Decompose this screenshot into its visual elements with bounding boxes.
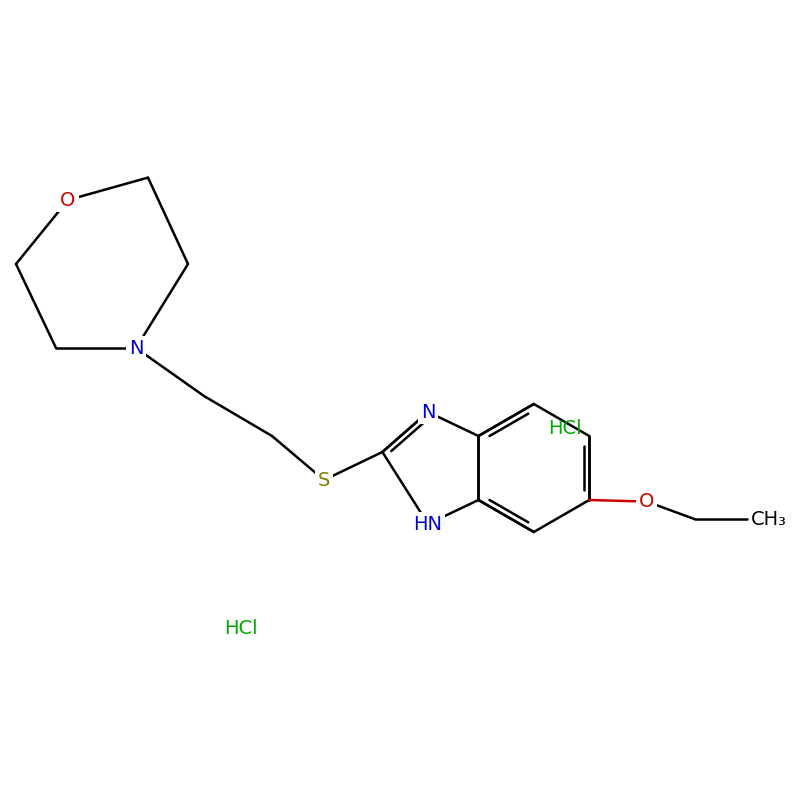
Text: HCl: HCl	[548, 418, 582, 438]
Text: HCl: HCl	[224, 618, 258, 638]
Text: N: N	[129, 338, 143, 358]
Text: CH₃: CH₃	[751, 510, 786, 529]
Text: O: O	[639, 492, 654, 511]
Text: HN: HN	[414, 514, 442, 534]
Text: N: N	[421, 402, 435, 422]
Text: S: S	[318, 470, 330, 490]
Text: O: O	[60, 190, 76, 210]
